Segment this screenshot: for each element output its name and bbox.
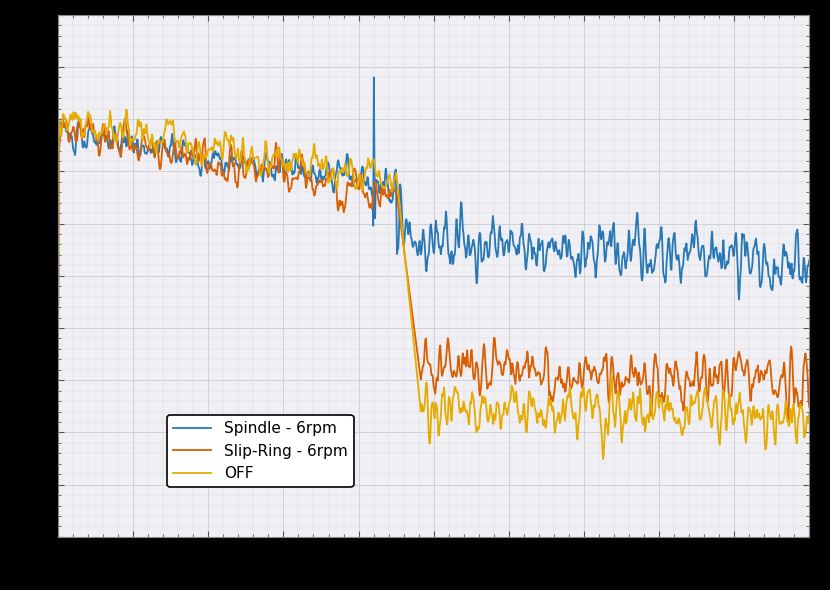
Slip-Ring - 6rpm <box>379 185 389 192</box>
Spindle - 6rpm <box>448 259 458 266</box>
Slip-Ring - 6rpm <box>307 178 317 185</box>
Slip-Ring - 6rpm <box>783 417 793 424</box>
Slip-Ring - 6rpm <box>448 369 458 376</box>
Line: OFF: OFF <box>58 110 809 459</box>
Spindle - 6rpm <box>804 257 814 264</box>
Spindle - 6rpm <box>369 74 378 81</box>
Spindle - 6rpm <box>379 182 389 189</box>
Slip-Ring - 6rpm <box>154 151 164 158</box>
OFF <box>154 137 164 144</box>
Slip-Ring - 6rpm <box>804 404 814 411</box>
Spindle - 6rpm <box>53 325 63 332</box>
OFF <box>448 393 458 400</box>
OFF <box>121 106 131 113</box>
OFF <box>53 325 63 332</box>
OFF <box>307 153 317 160</box>
OFF <box>804 411 814 418</box>
Slip-Ring - 6rpm <box>53 335 63 342</box>
Spindle - 6rpm <box>306 173 316 180</box>
OFF <box>598 455 608 463</box>
Slip-Ring - 6rpm <box>464 361 474 368</box>
Spindle - 6rpm <box>153 142 163 149</box>
OFF <box>464 421 474 428</box>
Spindle - 6rpm <box>179 142 189 149</box>
Line: Slip-Ring - 6rpm: Slip-Ring - 6rpm <box>58 117 809 420</box>
Slip-Ring - 6rpm <box>180 150 190 157</box>
OFF <box>180 132 190 139</box>
Spindle - 6rpm <box>464 239 474 246</box>
Legend: Spindle - 6rpm, Slip-Ring - 6rpm, OFF: Spindle - 6rpm, Slip-Ring - 6rpm, OFF <box>167 415 354 487</box>
Line: Spindle - 6rpm: Spindle - 6rpm <box>58 77 809 329</box>
OFF <box>379 185 389 192</box>
Slip-Ring - 6rpm <box>83 114 93 121</box>
